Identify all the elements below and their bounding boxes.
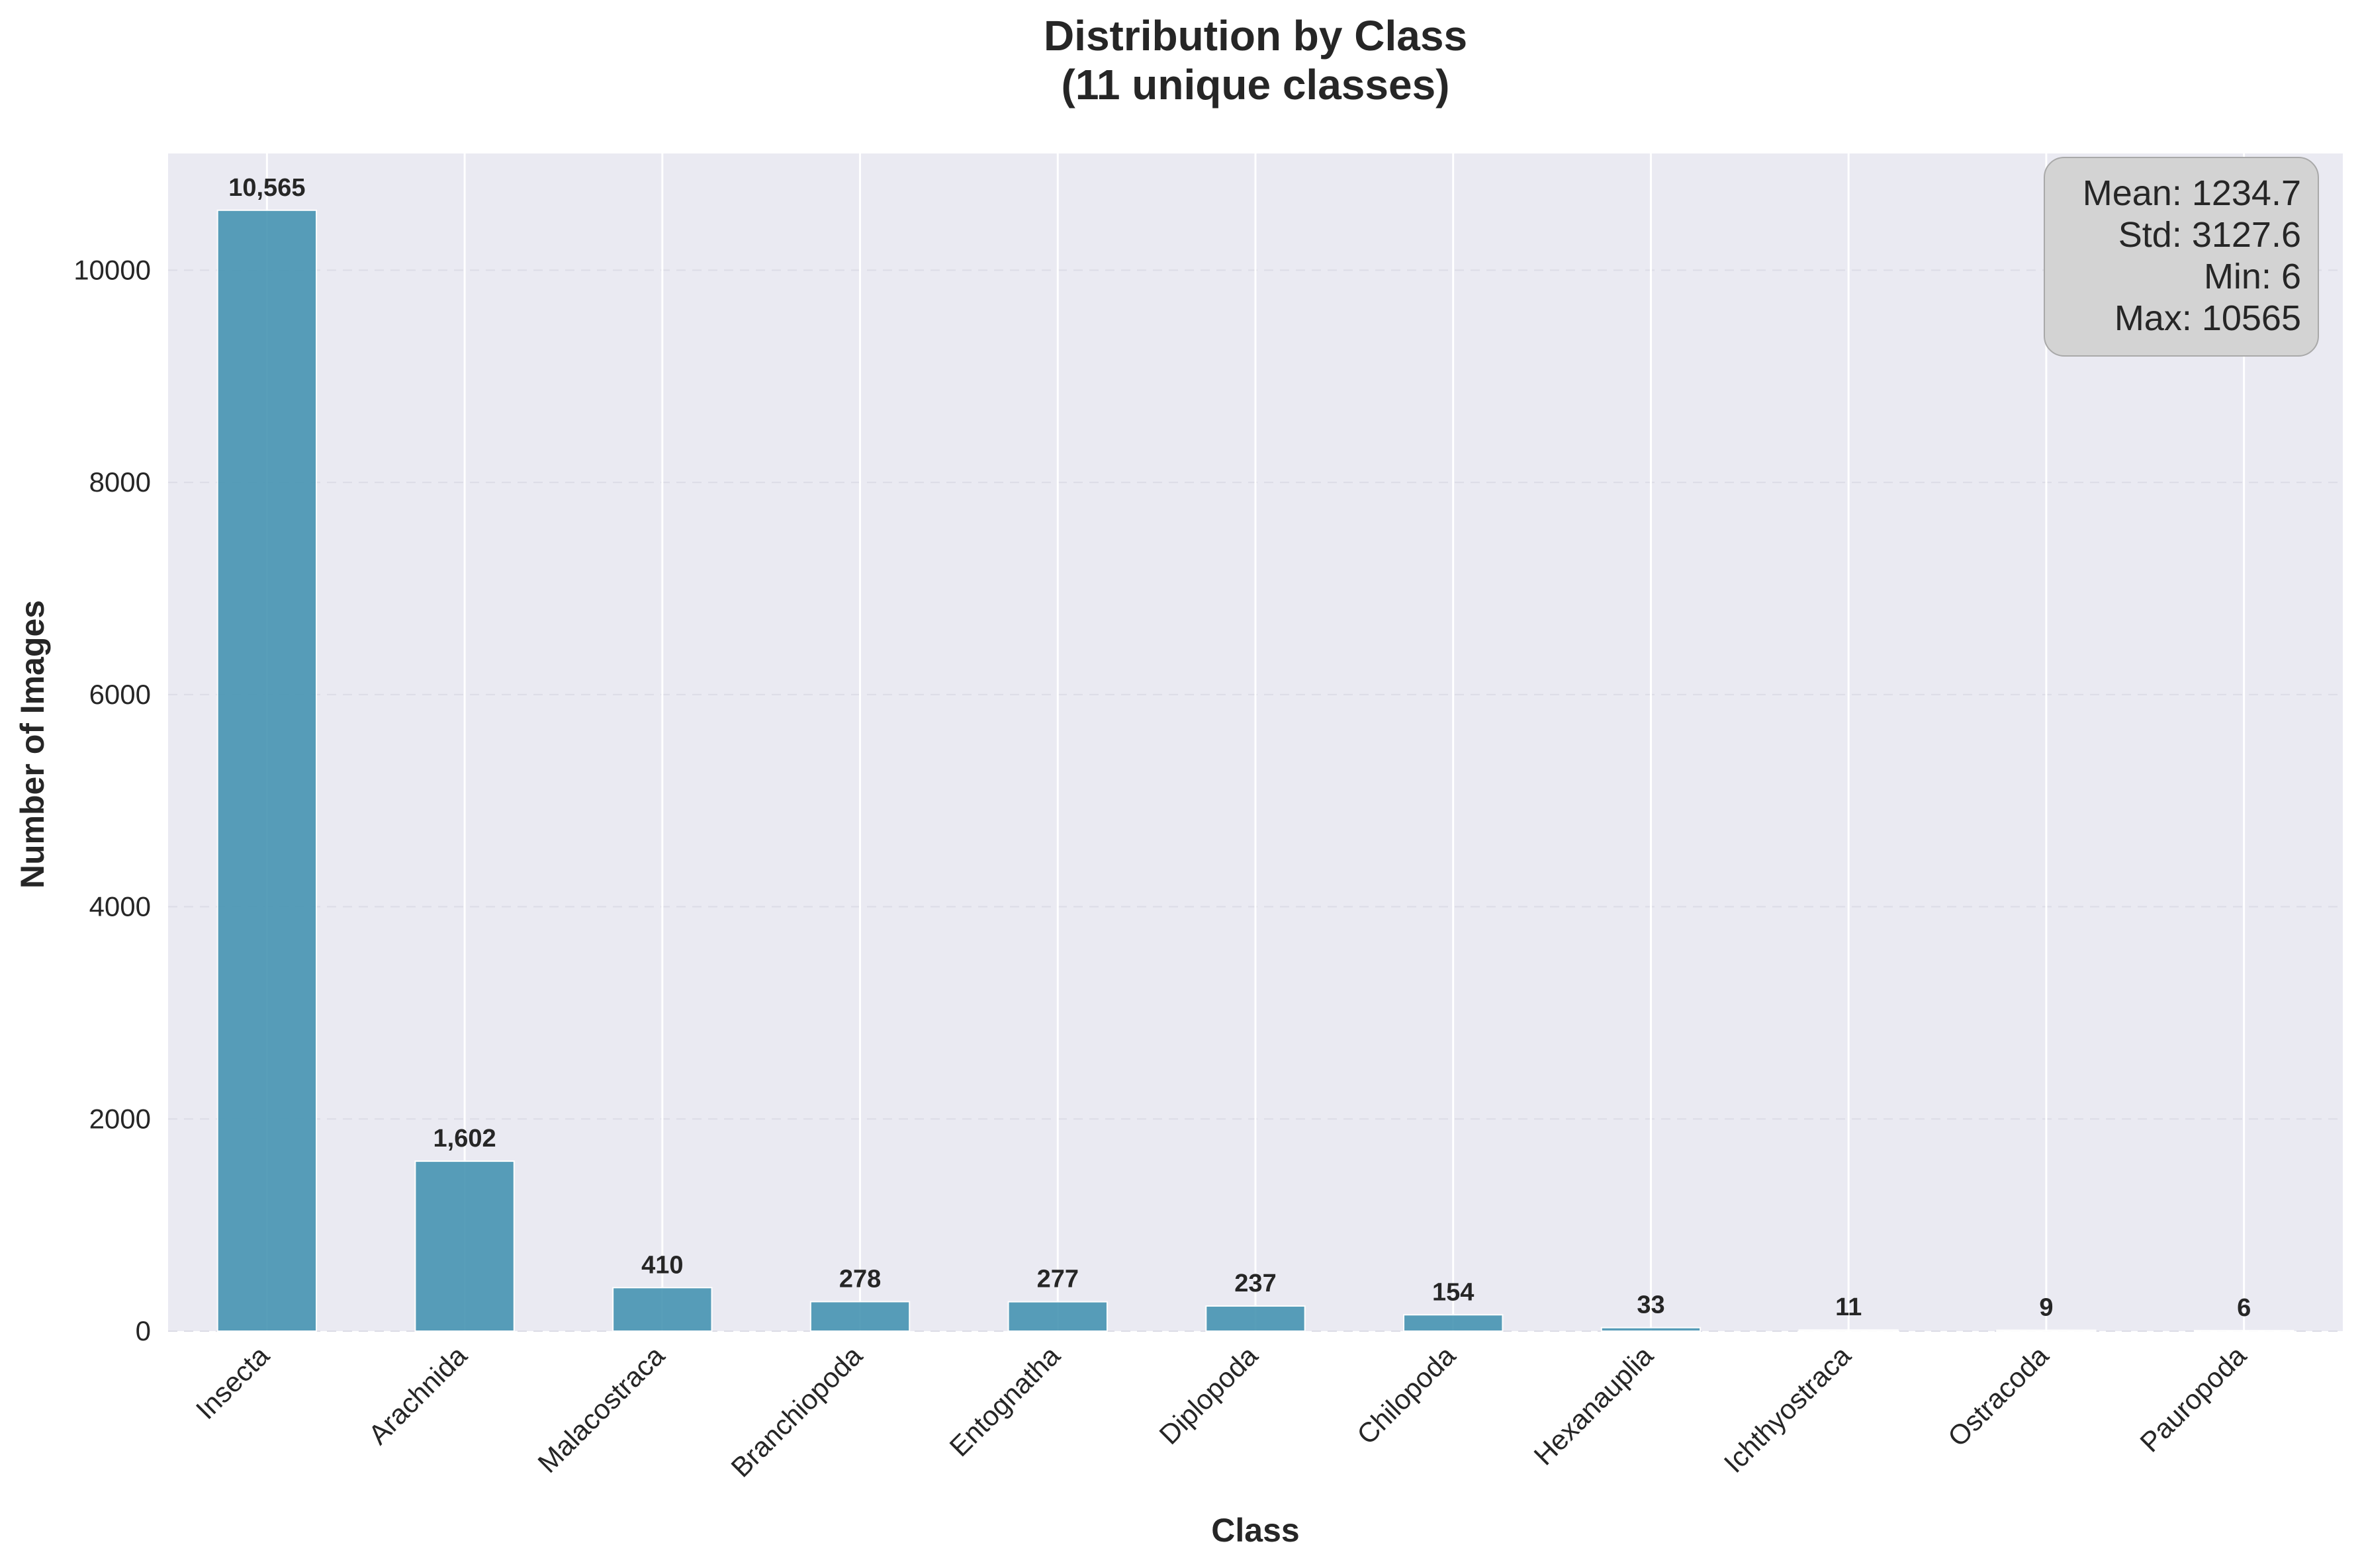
bar-ostracoda <box>1996 1329 2097 1332</box>
bar-pauropoda <box>2193 1330 2294 1332</box>
bar-value-label: 1,602 <box>433 1125 496 1153</box>
x-tick-label: Branchiopoda <box>725 1340 868 1483</box>
x-tick-label: Hexanauplia <box>1527 1340 1659 1471</box>
bar-value-label: 277 <box>1037 1266 1079 1293</box>
stats-box-background <box>2044 157 2319 357</box>
x-tick-label: Diplopoda <box>1153 1340 1263 1450</box>
bar-malacostraca <box>612 1287 713 1332</box>
bar-arachnida <box>414 1160 515 1332</box>
bar-value-label: 33 <box>1637 1291 1664 1319</box>
stats-max: Max: 10565 <box>2114 298 2301 338</box>
chart-title: Distribution by Class <box>1044 12 1467 60</box>
y-axis-ticks: 0 2000 4000 6000 8000 10000 <box>73 254 151 1346</box>
y-tick-label: 2000 <box>89 1103 151 1134</box>
bar-branchiopoda <box>809 1301 911 1332</box>
stats-std: Std: 3127.6 <box>2118 215 2301 255</box>
bar-value-labels: 10,565 1,602 410 278 277 237 154 33 11 9 6 <box>228 174 2251 1322</box>
y-axis-label: Number of Images <box>14 600 51 889</box>
bar-diplopoda <box>1205 1305 1306 1332</box>
stats-box: Mean: 1234.7 Std: 3127.6 Min: 6 Max: 105… <box>2044 157 2319 357</box>
chart-subtitle: (11 unique classes) <box>1062 61 1450 109</box>
bar-value-label: 6 <box>2237 1294 2251 1322</box>
bar-value-label: 10,565 <box>228 174 305 202</box>
bar-insecta <box>216 209 318 1332</box>
y-tick-label: 6000 <box>89 679 151 710</box>
bar-value-label: 11 <box>1835 1293 1862 1321</box>
bar-value-label: 237 <box>1234 1270 1276 1297</box>
bar-value-label: 278 <box>839 1265 881 1293</box>
x-axis-ticks: Insecta Arachnida Malacostraca Branchiopoda… <box>190 1340 2253 1483</box>
x-tick-label: Entognatha <box>943 1340 1066 1463</box>
x-tick-label: Insecta <box>190 1340 275 1425</box>
x-tick-label: Ichthyostraca <box>1718 1340 1857 1479</box>
grid-lines <box>168 153 2343 1332</box>
x-tick-label: Malacostraca <box>531 1340 670 1479</box>
y-tick-label: 10000 <box>73 254 151 285</box>
x-tick-label: Arachnida <box>362 1340 473 1450</box>
y-tick-label: 4000 <box>89 891 151 922</box>
bar-value-label: 9 <box>2039 1294 2053 1322</box>
bar-chilopoda <box>1403 1314 1504 1332</box>
bar-ichthyostraca <box>1798 1329 1899 1332</box>
stats-mean: Mean: 1234.7 <box>2083 173 2301 213</box>
x-tick-label: Chilopoda <box>1351 1340 1461 1450</box>
y-tick-label: 0 <box>136 1315 151 1346</box>
x-tick-label: Ostracoda <box>1942 1340 2055 1453</box>
bar-value-label: 154 <box>1432 1278 1474 1306</box>
y-tick-label: 8000 <box>89 466 151 498</box>
x-axis-label: Class <box>1211 1512 1299 1549</box>
bars <box>216 209 2294 1332</box>
stats-min: Min: 6 <box>2204 257 2301 296</box>
bar-value-label: 410 <box>641 1251 683 1279</box>
bar-hexanauplia <box>1600 1327 1702 1332</box>
x-tick-label: Pauropoda <box>2134 1340 2252 1458</box>
bar-entognatha <box>1007 1301 1108 1332</box>
